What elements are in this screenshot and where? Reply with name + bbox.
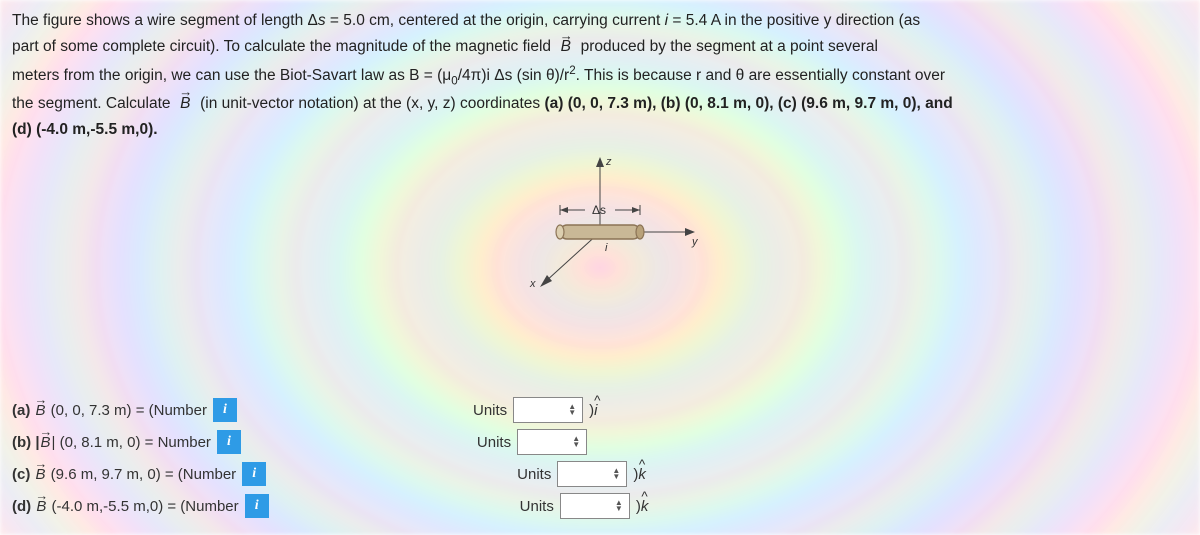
unit-vector-suffix: )k — [636, 498, 649, 515]
units-select-c[interactable]: ▲▼ — [557, 461, 627, 487]
svg-text:x: x — [529, 278, 536, 290]
text: /4π)i Δs (sin θ)/r — [458, 67, 569, 84]
answer-label: (b) |B| (0, 8.1 m, 0) = Number — [12, 434, 211, 451]
units-select-a[interactable]: ▲▼ — [513, 397, 583, 423]
units-label: Units — [473, 402, 507, 419]
unit-vector-suffix: )k — [633, 466, 646, 483]
answer-row-b: (b) |B| (0, 8.1 m, 0) = Number i Units ▲▼ — [12, 429, 1188, 455]
answer-label: (c) B (9.6 m, 9.7 m, 0) = (Number — [12, 466, 236, 483]
problem-statement: The figure shows a wire segment of lengt… — [12, 8, 1188, 143]
stepper-arrows-icon: ▲▼ — [615, 500, 623, 512]
vector-b: B — [179, 91, 191, 117]
stepper-arrows-icon: ▲▼ — [612, 468, 620, 480]
info-button[interactable]: i — [213, 398, 237, 422]
text: (a) (0, 0, 7.3 m), (b) (0, 8.1 m, 0), (c… — [544, 95, 952, 112]
svg-text:i: i — [605, 242, 608, 254]
text: . This is because r and θ are essentiall… — [576, 67, 945, 84]
text: = 5.4 A in the positive y direction (as — [668, 12, 920, 29]
units-select-d[interactable]: ▲▼ — [560, 493, 630, 519]
main-content: The figure shows a wire segment of lengt… — [0, 0, 1200, 323]
answer-row-d: (d) B (-4.0 m,-5.5 m,0) = (Number i Units ▲… — [12, 493, 1188, 519]
svg-text:y: y — [691, 236, 699, 248]
text: s — [318, 12, 326, 29]
stepper-arrows-icon: ▲▼ — [572, 436, 580, 448]
units-select-b[interactable]: ▲▼ — [517, 429, 587, 455]
info-button[interactable]: i — [242, 462, 266, 486]
info-button[interactable]: i — [245, 494, 269, 518]
answer-row-a: (a) B (0, 0, 7.3 m) = (Number i Units ▲▼ )i — [12, 397, 1188, 423]
answers-section: (a) B (0, 0, 7.3 m) = (NumberiUnits▲▼)i(… — [12, 391, 1188, 525]
svg-text:Δs: Δs — [592, 203, 606, 217]
text: = 5.0 cm, centered at the origin, carryi… — [326, 12, 665, 29]
info-button[interactable]: i — [217, 430, 241, 454]
answer-label: (a) B (0, 0, 7.3 m) = (Number — [12, 402, 207, 419]
answer-row-c: (c) B (9.6 m, 9.7 m, 0) = (Number i Units ▲… — [12, 461, 1188, 487]
text: The figure shows a wire segment of lengt… — [12, 12, 318, 29]
text: meters from the origin, we can use the B… — [12, 67, 451, 84]
vector-b: B — [560, 34, 572, 60]
units-label: Units — [520, 498, 554, 515]
units-label: Units — [477, 434, 511, 451]
text: (d) (-4.0 m,-5.5 m,0). — [12, 121, 158, 138]
diagram-container: z y x Δs i — [12, 147, 1188, 307]
stepper-arrows-icon: ▲▼ — [568, 404, 576, 416]
svg-text:z: z — [605, 156, 612, 168]
units-label: Units — [517, 466, 551, 483]
text: produced by the segment at a point sever… — [576, 38, 878, 55]
answer-label: (d) B (-4.0 m,-5.5 m,0) = (Number — [12, 498, 239, 515]
text: the segment. Calculate — [12, 95, 175, 112]
text: part of some complete circuit). To calcu… — [12, 38, 555, 55]
unit-vector-suffix: )i — [589, 402, 597, 419]
text: (in unit-vector notation) at the (x, y, … — [196, 95, 545, 112]
wire-diagram: z y x Δs i — [490, 147, 710, 307]
